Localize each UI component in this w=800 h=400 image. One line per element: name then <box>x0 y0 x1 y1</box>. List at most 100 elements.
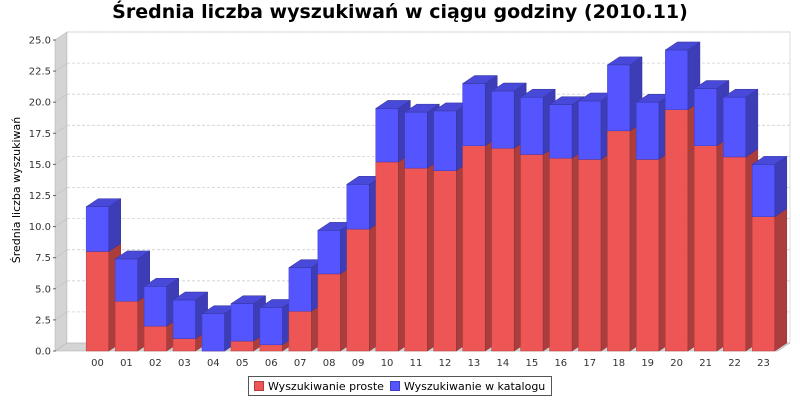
bar-proste-19 <box>636 159 660 352</box>
legend: Wyszukiwanie proste Wyszukiwanie w katal… <box>248 376 553 396</box>
x-tick-label-21: 21 <box>699 358 712 369</box>
bar-proste-06 <box>259 344 283 352</box>
bars <box>85 41 788 352</box>
x-tick-label-00: 00 <box>91 358 104 369</box>
bar-top <box>85 198 122 207</box>
bar-proste-00 <box>85 251 110 352</box>
x-tick-label-15: 15 <box>525 358 538 369</box>
bar-top <box>693 80 730 89</box>
bar-katalog-23 <box>751 164 776 217</box>
bar-proste-01 <box>114 300 138 352</box>
bar-katalog-14 <box>491 90 515 149</box>
gridline-wall <box>54 31 68 41</box>
bar-proste-21 <box>694 145 718 352</box>
legend-item-series-1: Wyszukiwanie proste <box>254 380 384 393</box>
x-tick-label-06: 06 <box>265 358 278 369</box>
x-tick-label-19: 19 <box>641 358 654 369</box>
gridline-wall <box>54 187 68 196</box>
x-tick-label-20: 20 <box>670 358 683 369</box>
bar-katalog-02 <box>143 286 167 327</box>
bar-proste-07 <box>288 310 312 352</box>
bar-katalog-21 <box>694 88 718 146</box>
x-tick-label-01: 01 <box>120 358 133 369</box>
y-axis-label: Średnia liczba wyszukiwań <box>10 117 23 264</box>
bar-katalog-12 <box>433 110 457 171</box>
bar-group-07 <box>288 259 325 352</box>
gridline-wall <box>54 249 68 258</box>
bar-katalog-15 <box>520 96 544 155</box>
bar-proste-03 <box>172 338 196 352</box>
bar-top <box>230 295 267 304</box>
x-tick-label-23: 23 <box>757 358 770 369</box>
x-tick-label-17: 17 <box>583 358 596 369</box>
gridline-wall <box>54 125 68 134</box>
bar-katalog-01 <box>114 258 138 302</box>
y-tick-label: 7.5 <box>35 253 51 264</box>
bar-katalog-09 <box>346 184 370 230</box>
bar-top <box>751 156 788 165</box>
bar-top <box>664 41 701 51</box>
bar-top <box>461 75 499 84</box>
y-tick-label: 22.5 <box>29 67 51 78</box>
bar-top <box>143 278 180 287</box>
bar-katalog-00 <box>85 206 110 252</box>
legend-label-series-2: Wyszukiwanie w katalogu <box>403 379 546 393</box>
bar-katalog-22 <box>723 96 747 158</box>
legend-label-series-1: Wyszukiwanie proste <box>268 379 384 393</box>
bar-top <box>114 250 151 260</box>
bar-proste-20 <box>665 109 689 352</box>
legend-item-series-2: Wyszukiwanie w katalogu <box>389 379 546 393</box>
bar-katalog-03 <box>172 299 196 339</box>
gridline-wall <box>54 311 68 321</box>
gridline-wall <box>54 93 68 103</box>
legend-swatch-red <box>254 381 264 391</box>
bar-top <box>403 103 441 113</box>
gridline-wall <box>54 156 68 165</box>
bar-group-23 <box>751 155 788 352</box>
y-tick-label: 10.0 <box>29 222 51 233</box>
y-tick-label: 0.0 <box>35 347 51 358</box>
bar-katalog-08 <box>317 230 341 275</box>
y-axis-ticks: 0.0 2.5 5.0 7.5 10.0 12.5 15.0 17.5 20.0 22.5 25.0 <box>29 36 56 358</box>
bar-proste-10 <box>375 161 399 352</box>
bar-top <box>606 56 643 66</box>
x-tick-label-09: 09 <box>352 358 365 369</box>
bar-top <box>172 291 209 301</box>
bar-katalog-18 <box>607 64 631 132</box>
bar-katalog-13 <box>462 83 486 146</box>
bar-proste-13 <box>462 145 486 352</box>
x-tick-label-04: 04 <box>207 358 220 369</box>
bar-side <box>774 208 788 352</box>
x-tick-label-22: 22 <box>728 358 741 369</box>
x-tick-label-07: 07 <box>294 358 307 369</box>
bar-proste-02 <box>143 325 167 352</box>
bar-proste-12 <box>433 170 457 352</box>
bar-proste-23 <box>751 216 776 352</box>
bar-side <box>745 88 759 158</box>
bar-top <box>722 88 759 98</box>
x-tick-label-16: 16 <box>554 358 567 369</box>
y-tick-label: 15.0 <box>29 160 51 171</box>
bar-side <box>774 155 788 218</box>
legend-swatch-blue <box>389 381 400 391</box>
x-tick-label-14: 14 <box>497 358 510 369</box>
gridline-wall <box>54 280 68 290</box>
bar-proste-18 <box>607 130 631 352</box>
bar-katalog-11 <box>404 111 428 169</box>
bar-proste-05 <box>230 340 254 352</box>
x-tick-label-18: 18 <box>612 358 625 369</box>
x-tick-label-10: 10 <box>381 358 394 369</box>
bar-proste-08 <box>317 273 341 352</box>
x-tick-label-11: 11 <box>410 358 423 369</box>
gridline-wall <box>54 218 68 227</box>
bar-top <box>519 88 556 98</box>
bar-katalog-07 <box>288 267 312 312</box>
bar-katalog-06 <box>259 307 283 346</box>
bar-proste-17 <box>578 159 602 352</box>
bar-proste-09 <box>346 228 370 352</box>
bar-proste-15 <box>520 154 544 352</box>
bar-proste-11 <box>404 167 428 352</box>
y-tick-label: 20.0 <box>29 98 51 109</box>
